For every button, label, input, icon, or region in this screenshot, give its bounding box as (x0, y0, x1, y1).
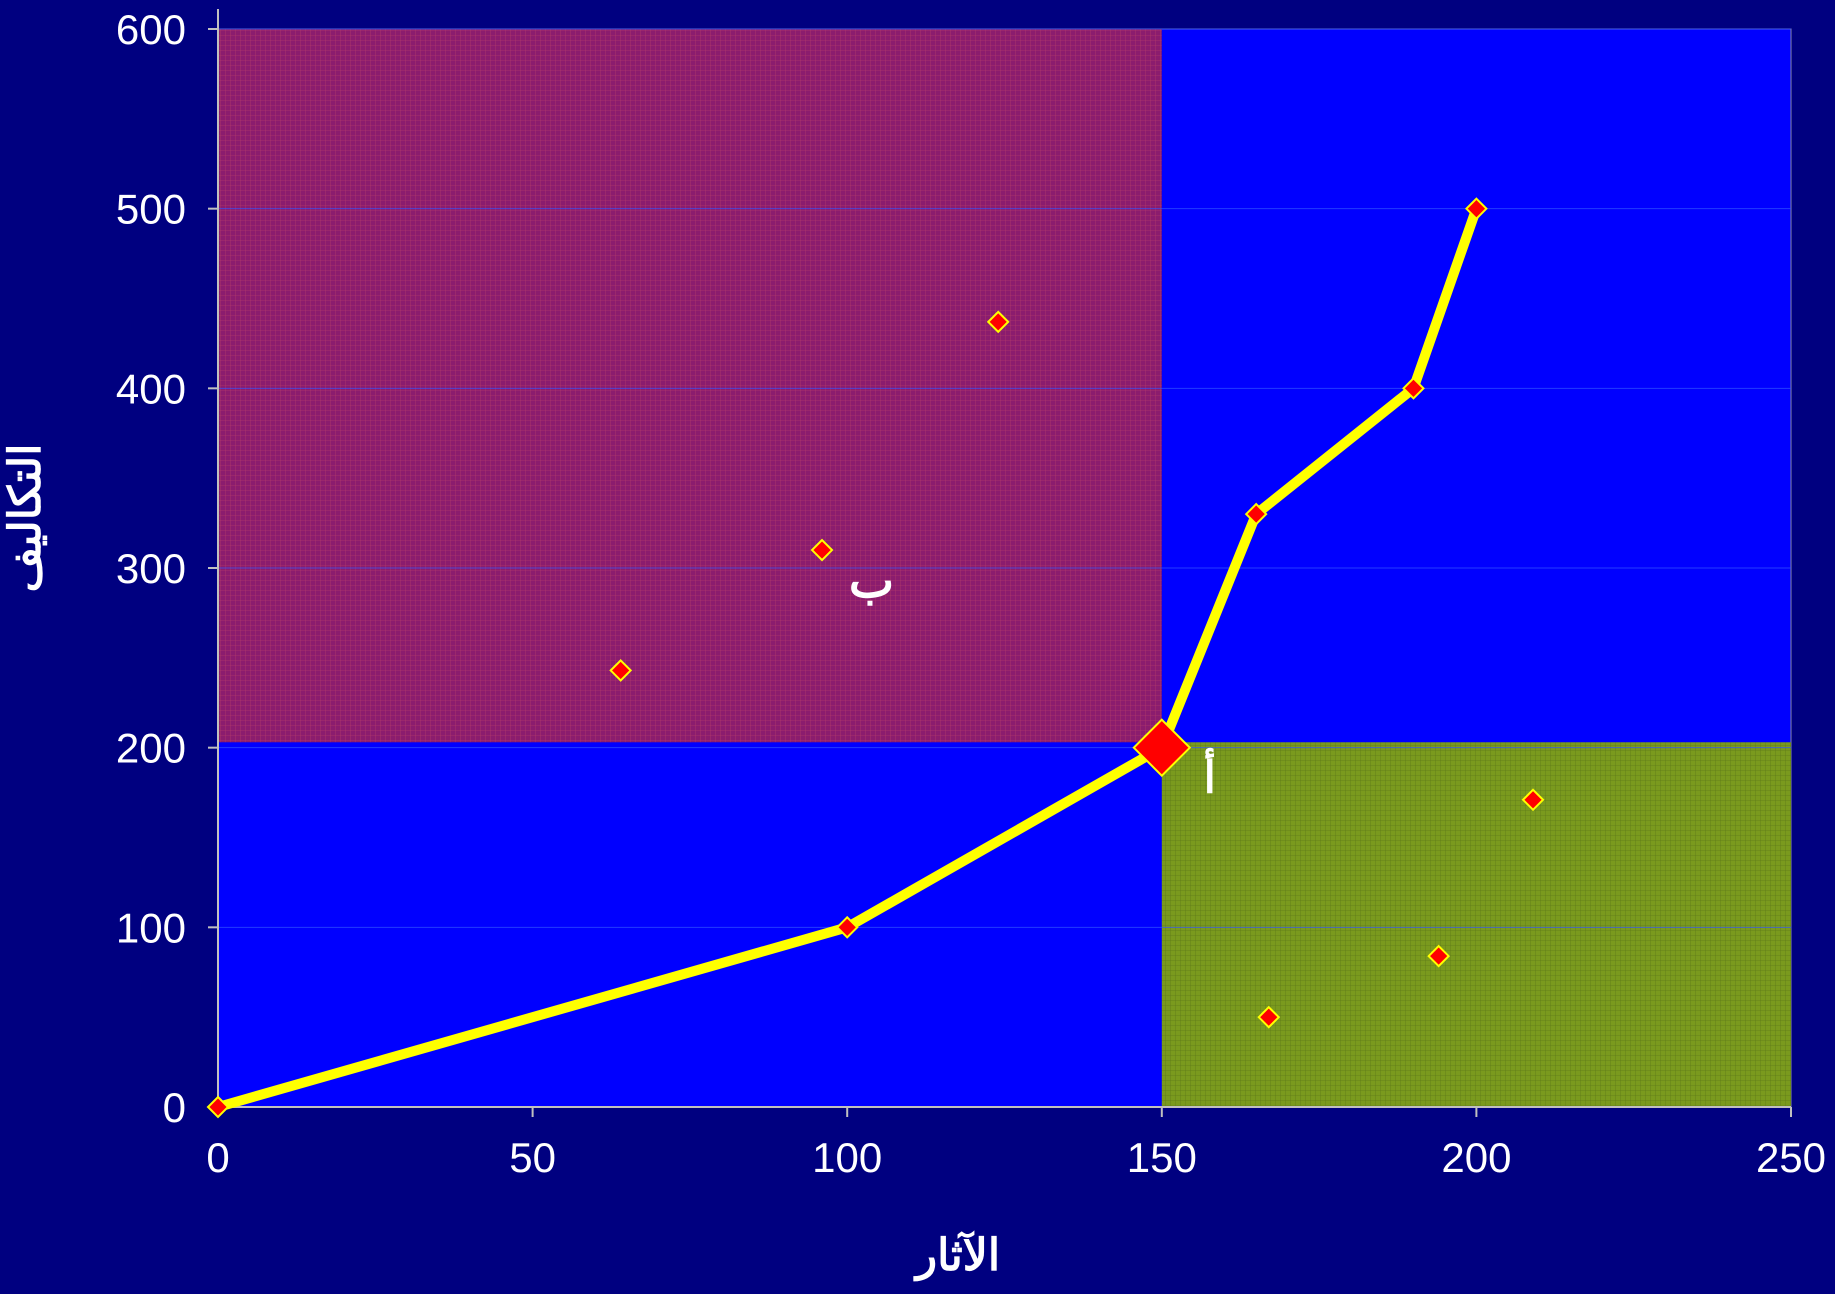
region-b (218, 29, 1162, 742)
y-tick-label: 0 (163, 1084, 186, 1131)
label-b: ب (849, 555, 894, 608)
x-tick-label: 100 (812, 1134, 882, 1181)
y-tick-label: 500 (116, 186, 186, 233)
region-a (1162, 742, 1791, 1107)
y-tick-label: 300 (116, 545, 186, 592)
x-tick-label: 50 (509, 1134, 556, 1181)
y-tick-label: 100 (116, 904, 186, 951)
x-tick-label: 250 (1756, 1134, 1826, 1181)
y-tick-label: 600 (116, 6, 186, 53)
label-a: أ (1204, 748, 1216, 803)
x-axis-title: الآثار (913, 1230, 1000, 1282)
x-tick-label: 0 (206, 1134, 229, 1181)
y-axis-title: التكاليف (1, 444, 50, 593)
y-tick-label: 400 (116, 365, 186, 412)
x-tick-label: 150 (1127, 1134, 1197, 1181)
x-tick-label: 200 (1441, 1134, 1511, 1181)
y-tick-label: 200 (116, 725, 186, 772)
